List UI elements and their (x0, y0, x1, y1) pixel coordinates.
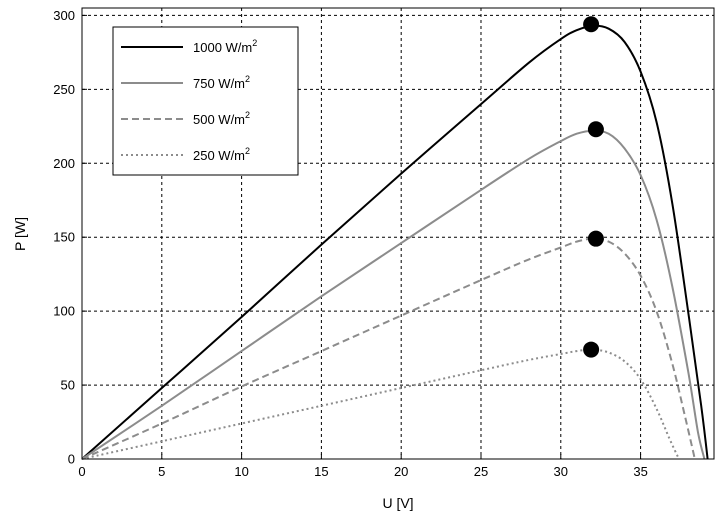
x-axis-label: U [V] (382, 495, 413, 511)
series-layer (81, 24, 709, 460)
y-tick-label: 50 (61, 378, 75, 393)
x-tick-label: 20 (394, 464, 408, 479)
series-line-3 (81, 237, 696, 460)
legend-label-superscript: 2 (245, 74, 250, 84)
legend-label-1: 1000 W/m2 (193, 38, 257, 55)
y-tick-label: 300 (53, 8, 75, 23)
x-tick-label: 10 (234, 464, 248, 479)
legend-label-superscript: 2 (252, 38, 257, 48)
x-tick-label: 5 (158, 464, 165, 479)
series-line-1 (81, 24, 709, 460)
mpp-point-1 (583, 16, 600, 33)
x-tick-label: 35 (633, 464, 647, 479)
mpp-point-2 (587, 121, 604, 138)
y-tick-label: 0 (68, 452, 75, 467)
mpp-point-3 (587, 230, 604, 247)
y-axis-label: P [W] (12, 217, 28, 251)
legend-label-2: 750 W/m2 (193, 74, 250, 91)
legend-label-3: 500 W/m2 (193, 110, 250, 127)
max-power-points (583, 16, 604, 358)
plot-frame (81, 7, 715, 460)
ticks: 0 5 10 15 20 25 30 35 0 50 100 150 200 250 300 (53, 8, 648, 479)
x-tick-label: 30 (554, 464, 568, 479)
legend-label-superscript: 2 (245, 146, 250, 156)
series-line-4 (81, 348, 680, 460)
legend: 1000 W/m2 750 W/m2 500 W/m2 250 W/m2 (112, 26, 299, 176)
legend-box (112, 26, 299, 176)
series-line-2 (81, 129, 706, 460)
mpp-point-4 (583, 341, 600, 358)
y-tick-label: 200 (53, 156, 75, 171)
legend-label-4: 250 W/m2 (193, 146, 250, 163)
x-tick-label: 25 (474, 464, 488, 479)
y-tick-label: 150 (53, 230, 75, 245)
x-tick-label: 15 (314, 464, 328, 479)
y-tick-label: 250 (53, 82, 75, 97)
x-tick-label: 0 (78, 464, 85, 479)
legend-label-superscript: 2 (245, 110, 250, 120)
y-tick-label: 100 (53, 304, 75, 319)
